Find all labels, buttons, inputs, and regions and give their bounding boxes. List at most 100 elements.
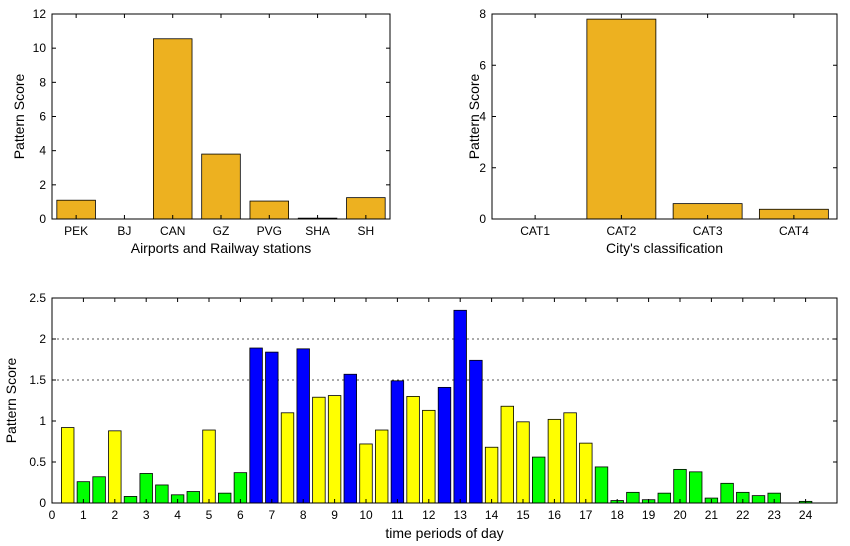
city-classification-chart: CAT1 CAT2 CAT3 CAT4 0 2 4 6 8 City's classificat… — [466, 7, 838, 256]
bar-period-11 — [233, 472, 248, 504]
x-axis-label: time periods of day — [385, 525, 503, 541]
bar-period-5 — [139, 473, 153, 504]
bar-period-4 — [123, 496, 138, 504]
x-tick-label: 3 — [143, 508, 150, 522]
y-tick-label: 0 — [479, 212, 486, 226]
y-tick-label: 0.5 — [29, 455, 46, 469]
bar-period-42 — [720, 482, 734, 504]
bar-period-31 — [547, 418, 562, 504]
x-tick-label: 24 — [799, 508, 813, 522]
x-tick-label: 8 — [300, 508, 307, 522]
bar-period-14 — [280, 412, 295, 504]
x-tick-label: 14 — [485, 508, 499, 522]
bar-period-15 — [296, 348, 310, 504]
x-tick-label: CAN — [160, 224, 185, 238]
bar-period-26 — [469, 359, 483, 504]
x-tick-label: 9 — [331, 508, 338, 522]
x-tick-label: 20 — [673, 508, 687, 522]
bar-period-21 — [390, 380, 405, 504]
x-tick-label: 2 — [111, 508, 118, 522]
bar-cat2 — [586, 18, 657, 220]
bar-period-30 — [532, 456, 546, 504]
y-tick-label: 6 — [39, 110, 46, 124]
x-tick-label: 10 — [359, 508, 373, 522]
bar-period-6 — [155, 484, 169, 504]
bar-period-16 — [312, 396, 326, 504]
y-axis-label: Pattern Score — [466, 73, 482, 159]
x-tick-label: 18 — [611, 508, 625, 522]
plot-area — [492, 14, 837, 219]
y-tick-label: 1 — [39, 414, 46, 428]
y-tick-label: 4 — [39, 144, 46, 158]
x-tick-label: PVG — [257, 224, 282, 238]
y-tick-label: 2 — [39, 332, 46, 346]
plot-frame — [491, 13, 838, 220]
bar-period-27 — [484, 446, 499, 504]
x-tick-label: 19 — [642, 508, 656, 522]
bar-period-39 — [673, 468, 687, 504]
x-tick-label: 21 — [705, 508, 719, 522]
bar-period-13 — [265, 351, 279, 504]
tick-group: PEK BJ CAN GZ PVG SHA SH 0 2 4 6 8 10 12 — [33, 7, 390, 238]
y-tick-label: 0 — [39, 212, 46, 226]
bar-period-40 — [689, 471, 703, 504]
bar-period-9 — [202, 429, 216, 504]
bar-can — [152, 38, 193, 220]
x-tick-label: SHA — [305, 224, 330, 238]
bar-period-19 — [359, 443, 373, 504]
y-tick-label: 1.5 — [29, 373, 46, 387]
x-tick-label: 22 — [736, 508, 750, 522]
y-tick-label: 0 — [39, 496, 46, 510]
tick-group: 0 1 2 3 4 5 6 7 8 9 10 11 12 13 14 15 16 17 18 19 20 21 22 23 24… — [29, 291, 837, 522]
x-tick-label: 1 — [80, 508, 87, 522]
bar-period-34 — [594, 466, 609, 504]
x-tick-label: SH — [358, 224, 375, 238]
bar-group — [61, 309, 813, 504]
bar-period-8 — [186, 491, 200, 504]
reference-line-group — [52, 338, 837, 381]
y-axis-label: Pattern Score — [3, 357, 19, 443]
x-tick-label: BJ — [117, 224, 131, 238]
y-tick-label: 2 — [479, 161, 486, 175]
bar-period-12 — [249, 347, 263, 504]
y-tick-label: 12 — [33, 7, 47, 21]
x-axis-label: Airports and Railway stations — [131, 240, 312, 256]
x-tick-label: 12 — [422, 508, 436, 522]
x-tick-label: PEK — [64, 224, 88, 238]
x-tick-label: CAT3 — [693, 224, 723, 238]
x-tick-label: 17 — [579, 508, 593, 522]
bar-period-36 — [626, 491, 640, 504]
time-periods-chart: 0 1 2 3 4 5 6 7 8 9 10 11 12 13 14 15 16 17 18 19 20 21 22 23 24… — [3, 291, 838, 541]
tick-group: CAT1 CAT2 CAT3 CAT4 0 2 4 6 8 — [479, 7, 837, 238]
bar-period-20 — [375, 429, 389, 504]
bar-period-0 — [61, 427, 75, 504]
bar-period-32 — [563, 412, 577, 504]
bar-period-10 — [218, 492, 232, 504]
bar-period-38 — [657, 492, 671, 504]
y-tick-label: 4 — [479, 110, 486, 124]
y-tick-label: 8 — [479, 7, 486, 21]
bar-period-24 — [437, 386, 452, 504]
x-tick-label: 5 — [206, 508, 213, 522]
x-tick-label: CAT4 — [779, 224, 809, 238]
bar-period-18 — [343, 373, 357, 504]
x-tick-label: 15 — [516, 508, 530, 522]
x-tick-label: 13 — [454, 508, 468, 522]
bar-period-2 — [92, 476, 106, 504]
bar-period-23 — [422, 409, 436, 504]
x-tick-label: 7 — [268, 508, 275, 522]
bar-group — [586, 18, 829, 220]
x-tick-label: 6 — [237, 508, 244, 522]
y-tick-label: 6 — [479, 58, 486, 72]
y-tick-label: 2 — [39, 178, 46, 192]
y-tick-label: 10 — [33, 41, 47, 55]
x-tick-label: 23 — [768, 508, 782, 522]
bar-period-17 — [327, 395, 342, 504]
x-tick-label: 11 — [391, 508, 404, 522]
plot-frame — [51, 13, 391, 220]
x-axis-label: City's classification — [606, 240, 723, 256]
x-tick-label: 4 — [174, 508, 181, 522]
y-tick-label: 2.5 — [29, 291, 46, 305]
plot-frame — [51, 297, 838, 504]
